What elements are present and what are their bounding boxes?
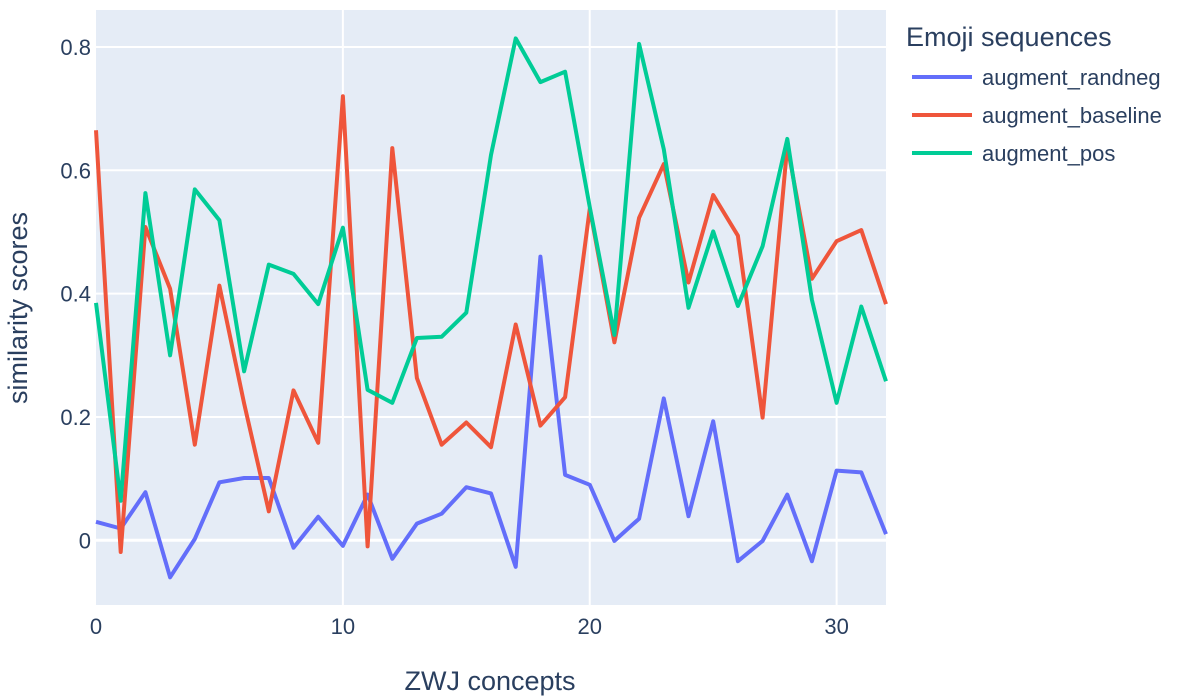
legend-title: Emoji sequences [906, 22, 1112, 52]
y-tick-label: 0.8 [60, 35, 91, 60]
y-axis-title: similarity scores [3, 212, 33, 404]
y-tick-label: 0 [79, 528, 91, 553]
series-layer [94, 36, 888, 580]
x-tick-label: 0 [90, 614, 102, 639]
x-tick-label: 10 [331, 614, 355, 639]
legend-label-augment_pos: augment_pos [982, 141, 1115, 166]
y-tick-label: 0.2 [60, 405, 91, 430]
series-line-augment_baseline [94, 94, 888, 554]
series-line-augment_randneg [95, 254, 888, 580]
series-line-augment_pos [94, 36, 888, 503]
x-tick-label: 30 [824, 614, 848, 639]
legend-label-augment_baseline: augment_baseline [982, 103, 1162, 128]
legend: Emoji sequences augment_randneg augment_b… [906, 22, 1162, 166]
grid [96, 10, 886, 605]
x-axis-title: ZWJ concepts [404, 666, 575, 696]
plot-background [96, 10, 886, 605]
tick-labels: 0 10 20 30 0 0.2 0.4 0.6 0.8 [60, 35, 848, 639]
x-tick-label: 20 [578, 614, 602, 639]
y-tick-label: 0.4 [60, 282, 91, 307]
legend-label-augment_randneg: augment_randneg [982, 65, 1161, 90]
y-tick-label: 0.6 [60, 158, 91, 183]
